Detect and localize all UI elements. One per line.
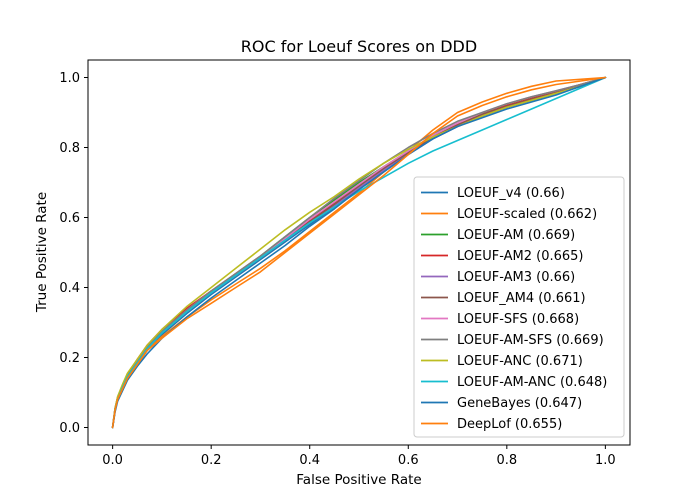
legend-label: LOEUF_v4 (0.66) xyxy=(457,186,565,201)
legend-label: LOEUF-SFS (0.668) xyxy=(457,312,579,327)
y-tick-label: 1.0 xyxy=(59,71,80,86)
legend-label: LOEUF-AM3 (0.66) xyxy=(457,270,575,285)
legend-label: LOEUF-AM-ANC (0.648) xyxy=(457,375,607,390)
y-tick-label: 0.8 xyxy=(59,141,80,156)
legend-label: LOEUF-AM2 (0.665) xyxy=(457,249,584,264)
legend-label: LOEUF-ANC (0.671) xyxy=(457,354,583,369)
x-tick-label: 0.2 xyxy=(201,453,222,468)
series-line-9 xyxy=(111,76,607,429)
y-tick-label: 0.6 xyxy=(59,211,80,226)
y-tick-label: 0.0 xyxy=(59,421,80,436)
x-tick-label: 1.0 xyxy=(595,453,616,468)
chart-title: ROC for Loeuf Scores on DDD xyxy=(241,37,477,56)
series-line-8 xyxy=(111,76,607,429)
y-axis-title: True Positive Rate xyxy=(34,192,50,313)
x-axis-title: False Positive Rate xyxy=(296,472,421,488)
legend-label: LOEUF_AM4 (0.661) xyxy=(457,291,586,306)
y-tick-label: 0.4 xyxy=(59,281,80,296)
axes-frame xyxy=(87,59,631,446)
legend-label: GeneBayes (0.647) xyxy=(457,396,582,411)
axes-layer: 0.0 0.2 0.4 0.6 0.8 1.0 0.0 0.2 0.4 0.6 0.8 1.0 xyxy=(59,59,631,468)
legend-label: DeepLof (0.655) xyxy=(457,417,562,432)
y-tick-label: 0.2 xyxy=(59,351,80,366)
x-tick-label: 0.4 xyxy=(299,453,320,468)
legend-box xyxy=(413,176,625,438)
x-tick-label: 0.6 xyxy=(398,453,419,468)
x-tick-label: 0.0 xyxy=(102,453,123,468)
legend-label: LOEUF-scaled (0.662) xyxy=(457,207,597,222)
series-line-12 xyxy=(111,76,607,429)
series-layer xyxy=(111,76,607,429)
series-line-10 xyxy=(111,76,607,429)
legend-label: LOEUF-AM-SFS (0.669) xyxy=(457,333,604,348)
legend: LOEUF_v4 (0.66) LOEUF-scaled (0.662) LOEUF… xyxy=(413,176,625,438)
x-tick-label: 0.8 xyxy=(496,453,517,468)
series-line-11 xyxy=(111,76,607,429)
legend-label: LOEUF-AM (0.669) xyxy=(457,228,575,243)
